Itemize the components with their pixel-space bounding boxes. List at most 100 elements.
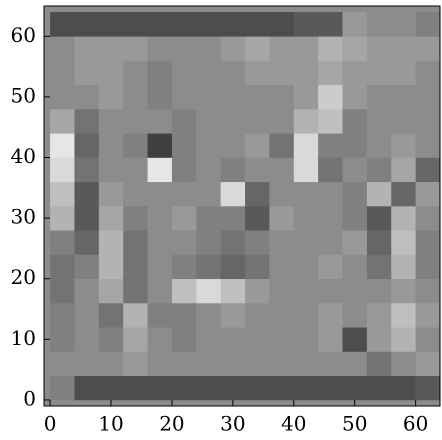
heatmap-cell	[293, 278, 319, 304]
heatmap-cell	[98, 351, 124, 376]
x-tick-label: 10	[98, 412, 123, 436]
heatmap-cell	[342, 206, 368, 231]
heatmap-cell	[245, 278, 270, 304]
heatmap-cell	[366, 36, 392, 61]
y-tick-label: 10	[11, 326, 36, 350]
heatmap-cell	[366, 181, 392, 207]
heatmap-cell	[196, 278, 221, 304]
heatmap-cell	[245, 375, 270, 401]
heatmap-cell	[318, 109, 343, 134]
heatmap-cell	[415, 36, 441, 61]
heatmap-cell	[98, 157, 124, 183]
heatmap-cell	[366, 12, 392, 37]
heatmap-cell	[342, 230, 368, 255]
heatmap-cell	[50, 60, 75, 86]
heatmap-cell	[220, 36, 246, 61]
heatmap-cell	[74, 327, 100, 352]
heatmap-cell	[123, 375, 148, 401]
y-tick-label: 30	[11, 205, 36, 229]
heatmap-cell	[50, 230, 75, 255]
heatmap-cell	[196, 181, 221, 207]
heatmap-cell	[220, 351, 246, 376]
heatmap-cell	[245, 254, 270, 280]
heatmap-cell	[269, 230, 295, 255]
heatmap-cell	[171, 327, 197, 352]
heatmap-cell	[196, 206, 221, 231]
heatmap-cell	[415, 327, 441, 352]
heatmap-cell	[269, 36, 295, 61]
heatmap-cell	[318, 84, 343, 110]
heatmap-cell	[415, 302, 441, 328]
heatmap-cell	[366, 157, 392, 183]
heatmap-cell	[391, 36, 416, 61]
heatmap-cell	[147, 84, 173, 110]
heatmap-cell	[74, 157, 100, 183]
heatmap-cell	[318, 351, 343, 376]
heatmap-cell	[123, 254, 148, 280]
heatmap-cell	[220, 375, 246, 401]
heatmap-cell	[269, 157, 295, 183]
heatmap-cell	[293, 327, 319, 352]
heatmap-cell	[74, 351, 100, 376]
heatmap-cell	[123, 60, 148, 86]
heatmap-cell	[269, 60, 295, 86]
x-tick-label: 20	[159, 412, 184, 436]
heatmap-cell	[171, 302, 197, 328]
heatmap-cell	[74, 12, 100, 37]
heatmap-cell	[366, 206, 392, 231]
heatmap-cell	[318, 157, 343, 183]
heatmap-cell	[366, 375, 392, 401]
heatmap-cell	[74, 278, 100, 304]
heatmap-cell	[269, 254, 295, 280]
heatmap-cell	[391, 60, 416, 86]
heatmap-cell	[50, 109, 75, 134]
heatmap-cell	[391, 206, 416, 231]
heatmap-cell	[366, 254, 392, 280]
heatmap-cell	[366, 351, 392, 376]
heatmap-cell	[318, 375, 343, 401]
heatmap-cell	[147, 206, 173, 231]
heatmap-cell	[245, 181, 270, 207]
heatmap-cell	[366, 327, 392, 352]
heatmap-cell	[98, 206, 124, 231]
heatmap-cell	[415, 181, 441, 207]
heatmap-cell	[98, 84, 124, 110]
heatmap-cell	[196, 302, 221, 328]
heatmap-cell	[147, 302, 173, 328]
heatmap-cell	[220, 302, 246, 328]
heatmap-cell	[50, 181, 75, 207]
heatmap-cell	[220, 12, 246, 37]
heatmap-cell	[245, 230, 270, 255]
heatmap-cell	[98, 109, 124, 134]
heatmap-cell	[391, 12, 416, 37]
x-tick-label: 30	[220, 412, 245, 436]
plot-frame	[43, 5, 441, 407]
heatmap-cell	[342, 157, 368, 183]
heatmap-cell	[220, 109, 246, 134]
heatmap-cell	[415, 375, 441, 401]
heatmap-cell	[147, 12, 173, 37]
heatmap-cell	[171, 278, 197, 304]
heatmap-cell	[342, 181, 368, 207]
heatmap-cell	[245, 12, 270, 37]
heatmap-cell	[123, 206, 148, 231]
heatmap-cell	[196, 157, 221, 183]
heatmap-cell	[50, 351, 75, 376]
heatmap-cell	[245, 206, 270, 231]
heatmap-cell	[318, 206, 343, 231]
heatmap-cell	[391, 302, 416, 328]
heatmap-cell	[220, 230, 246, 255]
heatmap-cell	[147, 327, 173, 352]
heatmap-cell	[196, 84, 221, 110]
heatmap-cell	[391, 157, 416, 183]
heatmap-cell	[342, 12, 368, 37]
heatmap-cell	[50, 278, 75, 304]
heatmap-cell	[147, 351, 173, 376]
heatmap-cell	[220, 60, 246, 86]
heatmap-cell	[74, 133, 100, 158]
heatmap-cell	[98, 60, 124, 86]
heatmap-cell	[269, 109, 295, 134]
heatmap-cell	[123, 84, 148, 110]
heatmap-cell	[366, 230, 392, 255]
